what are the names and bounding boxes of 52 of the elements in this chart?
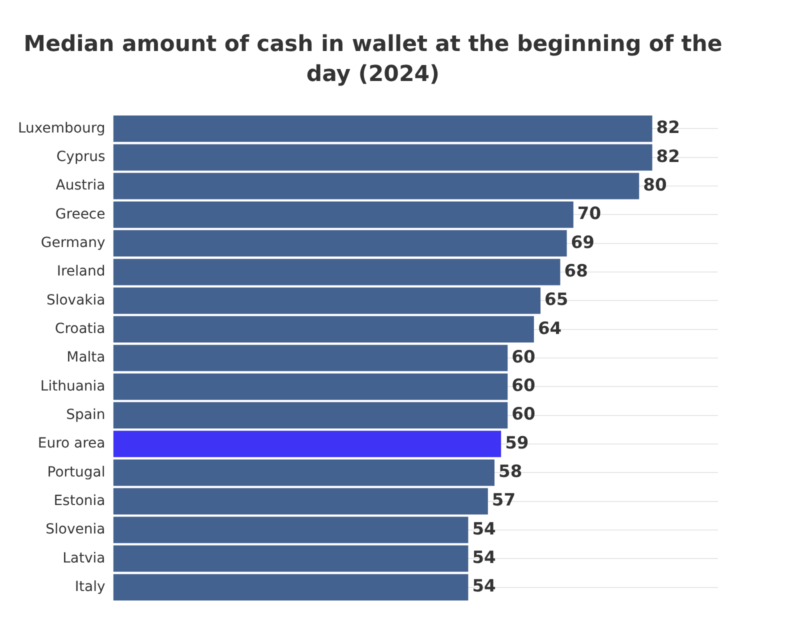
data-label: 70 <box>577 204 602 224</box>
y-tick-label: Ireland <box>56 264 106 280</box>
bar <box>113 316 534 343</box>
data-label: 80 <box>643 175 667 196</box>
data-label: 82 <box>656 146 680 167</box>
data-label: 54 <box>472 576 496 597</box>
data-label: 59 <box>505 433 529 454</box>
y-tick-label: Portugal <box>47 464 106 480</box>
bar <box>113 459 495 486</box>
bar <box>113 488 488 514</box>
y-tick-label: Cyprus <box>56 149 106 166</box>
data-label: 64 <box>538 318 562 339</box>
y-tick-label: Spain <box>66 406 106 423</box>
data-label: 54 <box>472 519 496 540</box>
bar <box>113 516 468 544</box>
chart-title: Median amount of cash in wallet at the beginning of the day (2024) <box>22 31 724 89</box>
data-label: 54 <box>472 548 496 568</box>
bar <box>113 373 508 400</box>
y-tick-label: Germany <box>40 235 106 252</box>
y-tick-label: Euro area <box>38 436 106 452</box>
bar <box>113 344 508 372</box>
y-tick-label: Lithuania <box>40 378 106 394</box>
data-label: 60 <box>512 376 536 396</box>
y-tick-label: Slovenia <box>46 522 106 538</box>
bar <box>113 288 541 314</box>
data-label: 58 <box>498 462 522 482</box>
bar <box>113 144 652 171</box>
bar <box>113 258 560 286</box>
y-tick-label: Estonia <box>54 492 106 509</box>
bar <box>113 116 652 142</box>
y-tick-label: Italy <box>74 578 106 595</box>
y-tick-label: Greece <box>55 206 106 222</box>
bar <box>113 430 502 458</box>
bar <box>113 172 640 200</box>
data-label: 65 <box>544 290 568 310</box>
bar <box>113 402 508 428</box>
bar <box>113 574 468 600</box>
data-label: 69 <box>570 232 594 253</box>
y-tick-label: Malta <box>66 350 106 366</box>
y-tick-label: Luxembourg <box>18 120 106 136</box>
y-tick-label: Slovakia <box>46 292 106 308</box>
bar <box>113 230 567 257</box>
y-tick-label: Latvia <box>62 550 106 566</box>
y-tick-label: Austria <box>56 178 106 194</box>
data-label: 60 <box>512 404 536 425</box>
y-tick-label: Croatia <box>54 320 106 337</box>
bar <box>113 202 574 228</box>
data-label: 60 <box>512 347 536 368</box>
bar <box>113 545 468 572</box>
data-label: 82 <box>656 118 680 138</box>
data-label: 57 <box>492 490 516 511</box>
data-label: 68 <box>564 261 588 282</box>
